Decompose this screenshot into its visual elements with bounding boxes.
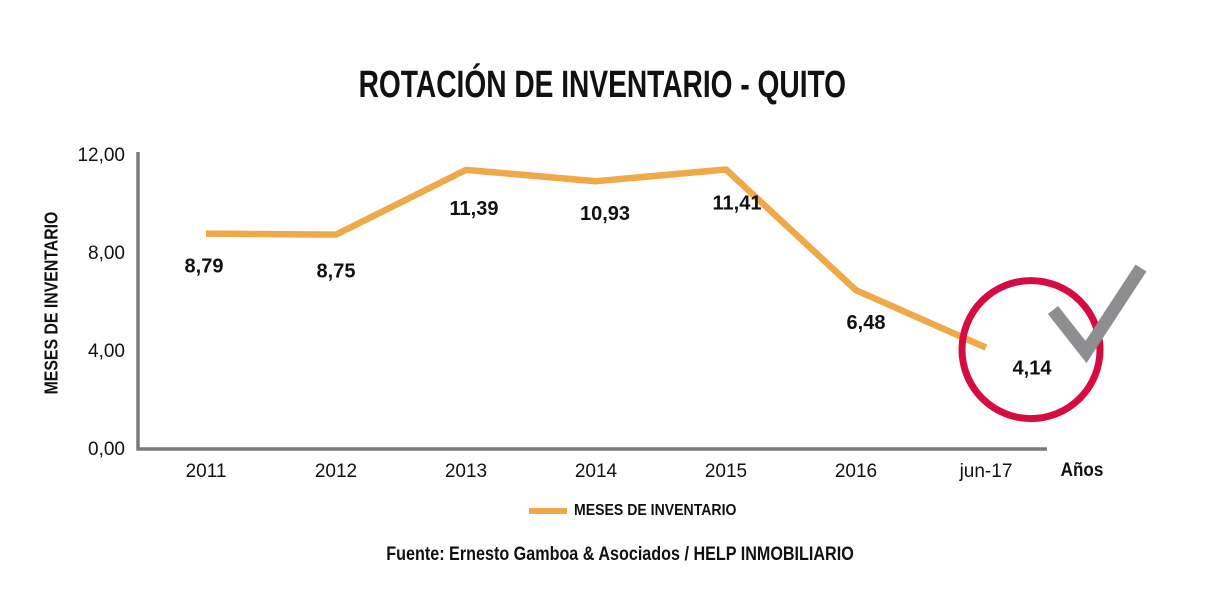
x-category-label: 2014 (575, 461, 618, 482)
data-label: 10,93 (580, 203, 630, 225)
x-category-label: jun-17 (959, 461, 1013, 482)
y-tick-label: 12,00 (77, 145, 125, 166)
x-axis-title-text: Años (1060, 460, 1104, 481)
legend-swatch (529, 508, 567, 514)
chart-title: ROTACIÓN DE INVENTARIO - QUITO (0, 64, 1205, 107)
y-tick-label: 4,00 (88, 341, 125, 362)
data-label: 11,39 (450, 198, 499, 220)
data-label: 6,48 (847, 312, 886, 334)
highlight-circle (958, 277, 1104, 423)
legend: MESES DE INVENTARIO (529, 502, 759, 520)
data-label: 4,14 (1013, 358, 1053, 380)
source-caption-text: Fuente: Ernesto Gamboa & Asociados / HEL… (386, 544, 854, 565)
x-category-label: 2016 (835, 461, 877, 482)
x-category-label: 2013 (445, 461, 487, 482)
data-label: 11,41 (713, 192, 762, 214)
source-caption: Fuente: Ernesto Gamboa & Asociados / HEL… (0, 544, 1205, 566)
axes (136, 152, 1047, 451)
x-category-label: 2015 (705, 461, 747, 482)
data-label: 8,79 (185, 256, 224, 278)
series-line (205, 166, 988, 351)
x-category-label: 2011 (186, 461, 227, 482)
y-tick-label: 8,00 (88, 243, 125, 264)
checkmark-icon (1047, 264, 1147, 364)
legend-label: MESES DE INVENTARIO (574, 502, 737, 519)
chart-title-text: ROTACIÓN DE INVENTARIO - QUITO (358, 64, 847, 106)
x-axis-title: Años (1058, 460, 1106, 482)
x-category-label: 2012 (315, 461, 357, 482)
y-tick-label: 0,00 (88, 439, 125, 460)
data-label: 8,75 (317, 261, 356, 283)
